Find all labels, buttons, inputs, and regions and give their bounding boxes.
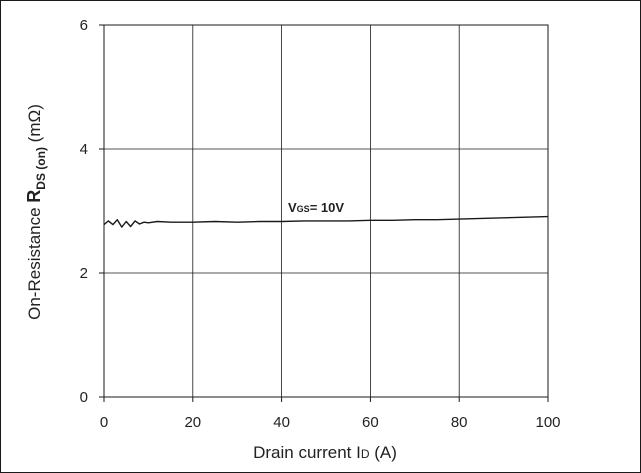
plot-area [103,24,549,398]
x-tick-label: 0 [100,414,108,431]
grid-lines [104,25,548,397]
curve-label: VGS= 10V [288,200,344,215]
x-axis-title: Drain current ID (A) [253,443,397,462]
x-tick-label: 60 [362,414,379,431]
y-tick-label: 4 [80,141,88,158]
x-tick-label: 20 [184,414,201,431]
y-axis-title: On-Resistance RDS (on) (mΩ) [24,104,48,320]
series-layer [103,215,549,228]
y-tick-label: 2 [80,265,88,282]
series-line-vgs-10v [103,215,549,228]
x-tick-label: 80 [451,414,468,431]
y-axis-ticks: 0 2 4 6 [80,17,104,406]
x-axis-ticks: 0 20 40 60 80 100 [100,397,561,431]
x-tick-label: 40 [273,414,290,431]
y-tick-label: 0 [80,389,88,406]
y-tick-label: 6 [80,17,88,34]
x-tick-label: 100 [535,414,560,431]
